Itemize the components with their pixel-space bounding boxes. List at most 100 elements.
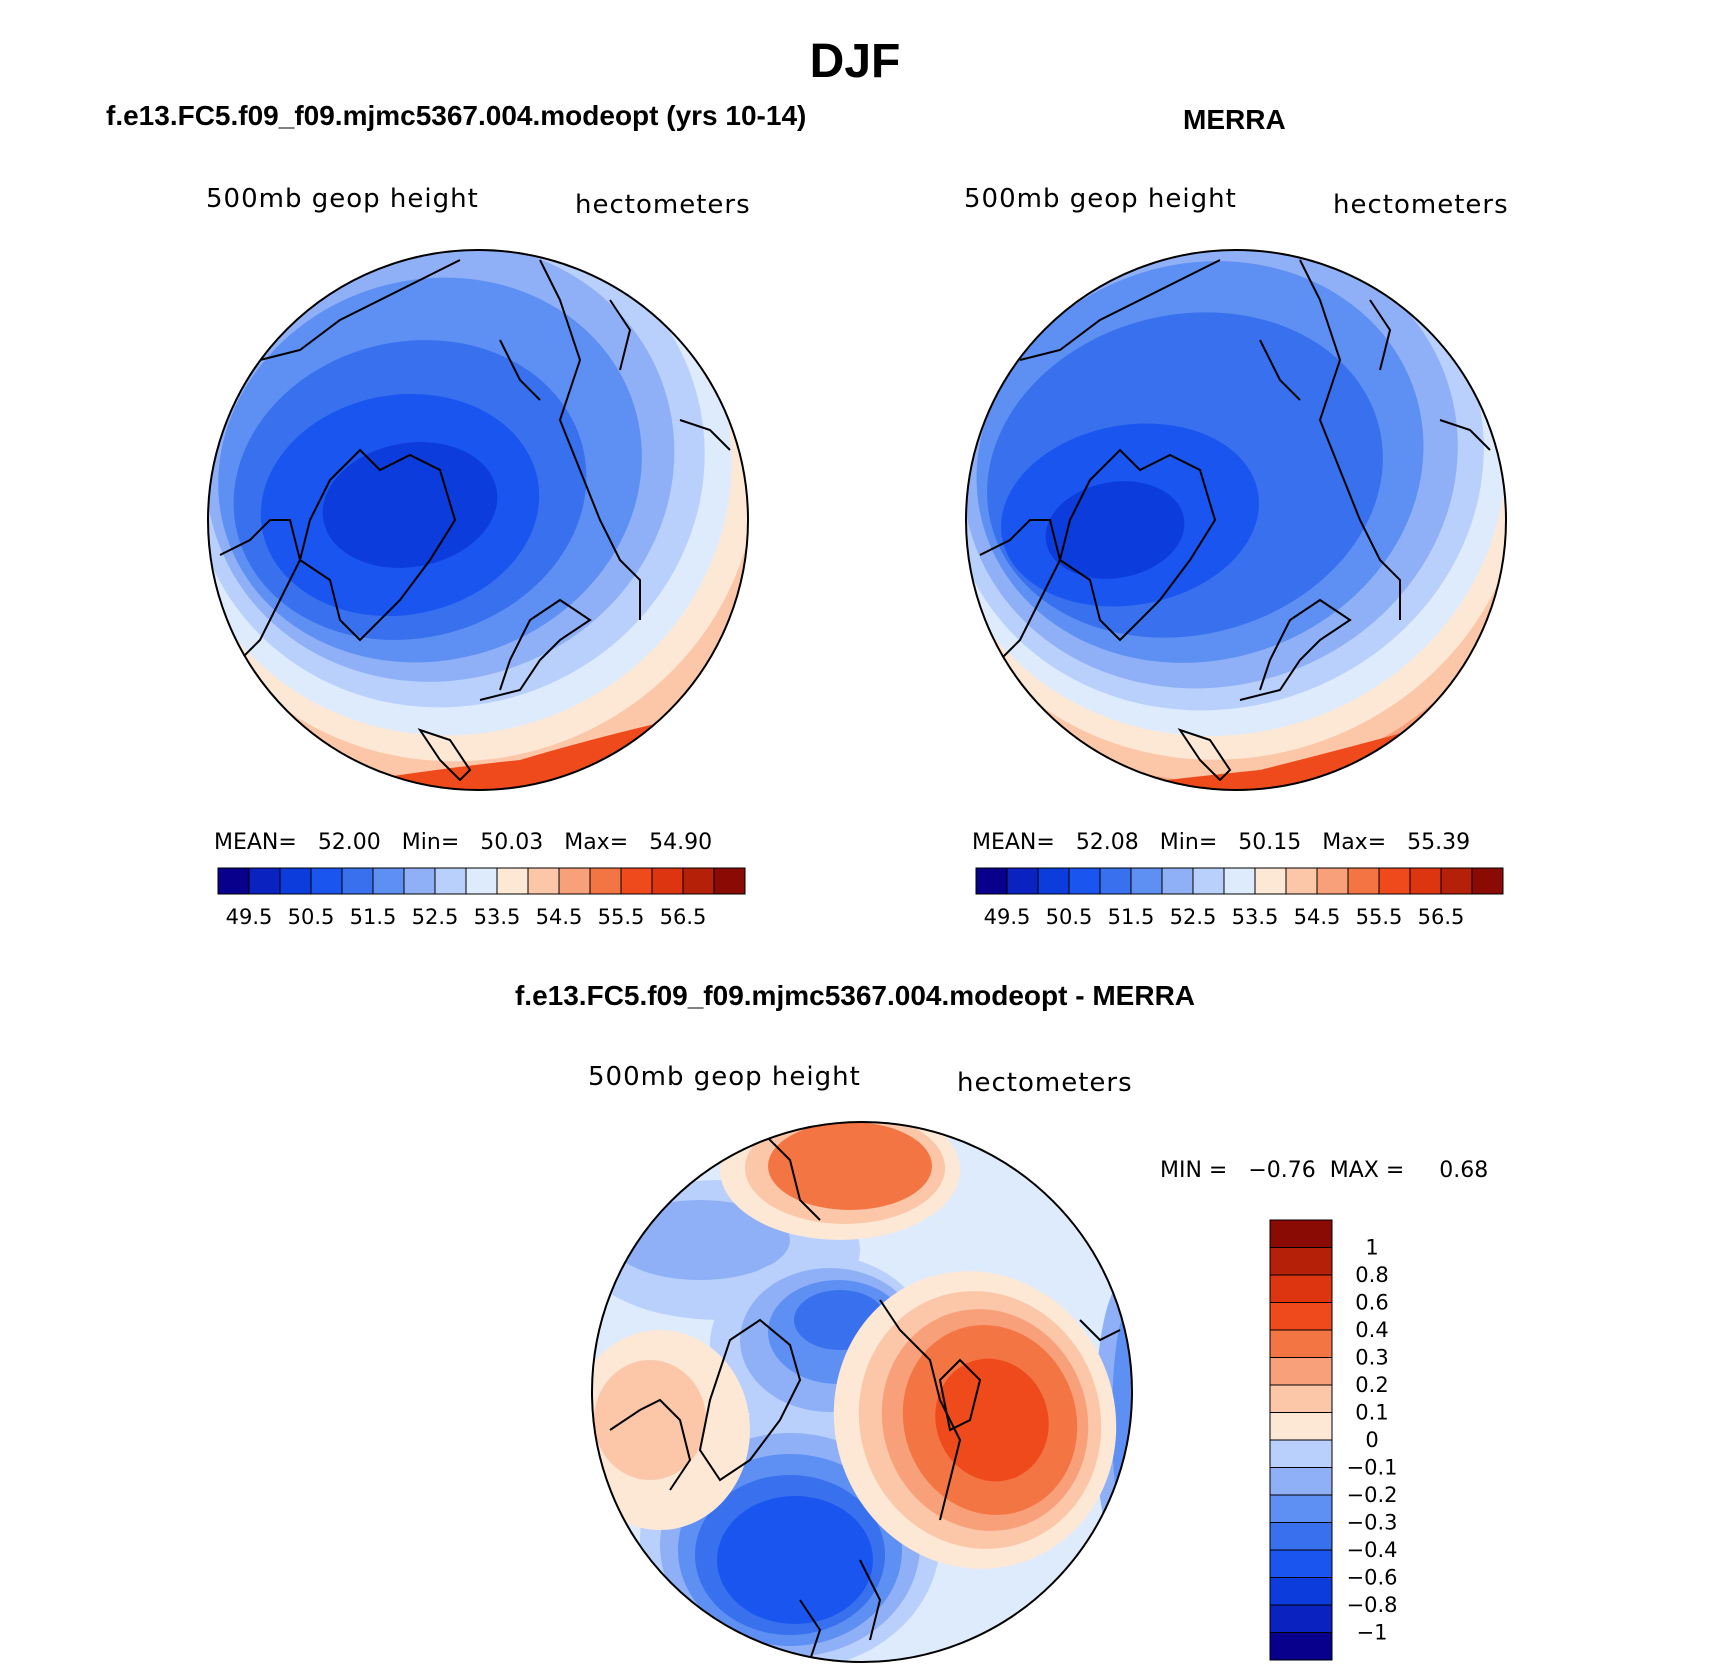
panel-2-stats: MEAN= 52.08 Min= 50.15 Max= 55.39: [972, 830, 1470, 855]
colorbar-swatch: [248, 867, 281, 895]
colorbar-tick-label: 55.5: [598, 905, 645, 929]
diff-colorbar-swatch: [1269, 1219, 1333, 1248]
colorbar-swatch: [1037, 867, 1070, 895]
colorbar-tick-label: 53.5: [474, 905, 521, 929]
colorbar-swatch: [217, 867, 250, 895]
panel-2-min-label: Min=: [1159, 830, 1218, 855]
diff-field-label: 500mb geop height: [588, 1062, 861, 1092]
colorbar-tick-label: 55.5: [1356, 905, 1403, 929]
panel-1-colorbar: 49.5 50.5 51.5 52.5 53.5 54.5 55.5 56.5: [217, 867, 746, 929]
diff-colorbar-tick-label: −0.8: [1347, 1593, 1398, 1617]
panel-1-units-label: hectometers: [575, 190, 751, 220]
diff-minmax: MIN = −0.76 MAX = 0.68: [1160, 1158, 1489, 1183]
diff-colorbar-swatch: [1269, 1467, 1333, 1496]
colorbar-swatch: [1099, 867, 1132, 895]
colorbar-swatch: [1440, 867, 1473, 895]
colorbar-swatch: [620, 867, 653, 895]
colorbar-tick-label: 49.5: [984, 905, 1031, 929]
panel-1-max-label: Max=: [564, 830, 629, 855]
diff-colorbar-swatch: [1269, 1357, 1333, 1386]
colorbar-swatch: [465, 867, 498, 895]
panel-1-min-value: 50.03: [480, 830, 544, 855]
colorbar-swatch: [403, 867, 436, 895]
diff-colorbar-tick-label: −0.1: [1347, 1456, 1398, 1480]
colorbar-swatch: [279, 867, 312, 895]
diff-colorbar-swatch: [1269, 1549, 1333, 1578]
diff-colorbar-tick-label: −0.2: [1347, 1483, 1398, 1507]
colorbar-swatch: [496, 867, 529, 895]
diff-colorbar: 1 0.8 0.6 0.4 0.3 0.2 0.1 0 −0.1 −0.2 −0.3 −0.4 −0.6…: [1269, 1219, 1398, 1661]
diff-colorbar-swatch: [1269, 1247, 1333, 1276]
diff-colorbar-swatch: [1269, 1329, 1333, 1358]
colorbar-swatch: [527, 867, 560, 895]
diff-colorbar-swatch: [1269, 1604, 1333, 1633]
colorbar-swatch: [682, 867, 715, 895]
colorbar-swatch: [372, 867, 405, 895]
diff-colorbar-tick-label: −0.4: [1347, 1538, 1398, 1562]
colorbar-swatch: [651, 867, 684, 895]
diff-colorbar-tick-label: 0.3: [1355, 1346, 1388, 1370]
diff-colorbar-swatch: [1269, 1302, 1333, 1331]
diff-colorbar-tick-label: −0.3: [1347, 1511, 1398, 1535]
colorbar-tick-label: 56.5: [660, 905, 707, 929]
colorbar-swatch: [1409, 867, 1442, 895]
colorbar-tick-label: 49.5: [226, 905, 273, 929]
diff-colorbar-tick-label: −1: [1357, 1621, 1388, 1645]
diff-colorbar-tick-label: 0.8: [1355, 1263, 1388, 1287]
panel-2-mean-label: MEAN=: [972, 830, 1055, 855]
panel-2-max-label: Max=: [1322, 830, 1387, 855]
diff-colorbar-swatch: [1269, 1522, 1333, 1551]
colorbar-tick-label: 50.5: [1046, 905, 1093, 929]
panel-1-mean-value: 52.00: [317, 830, 381, 855]
colorbar-swatch: [1347, 867, 1380, 895]
colorbar-tick-label: 50.5: [288, 905, 335, 929]
colorbar-swatch: [1223, 867, 1256, 895]
panel-1-field-label: 500mb geop height: [206, 184, 479, 214]
colorbar-swatch: [975, 867, 1008, 895]
colorbar-swatch: [1161, 867, 1194, 895]
colorbar-swatch: [1068, 867, 1101, 895]
diff-colorbar-tick-label: 0: [1365, 1428, 1378, 1452]
diff-colorbar-tick-label: 0.1: [1355, 1401, 1388, 1425]
colorbar-swatch: [310, 867, 343, 895]
colorbar-swatch: [713, 867, 746, 895]
diff-colorbar-swatch: [1269, 1412, 1333, 1441]
colorbar-tick-label: 52.5: [412, 905, 459, 929]
panel-2-field-label: 500mb geop height: [964, 184, 1237, 214]
colorbar-tick-label: 53.5: [1232, 905, 1279, 929]
colorbar-tick-label: 54.5: [536, 905, 583, 929]
colorbar-swatch: [1006, 867, 1039, 895]
diff-colorbar-swatch: [1269, 1274, 1333, 1303]
panel-2-max-value: 55.39: [1407, 830, 1471, 855]
colorbar-swatch: [1254, 867, 1287, 895]
colorbar-tick-label: 52.5: [1170, 905, 1217, 929]
panel-1-max-value: 54.90: [649, 830, 713, 855]
panel-2-title: MERRA: [1183, 104, 1286, 135]
diff-colorbar-tick-label: 0.6: [1355, 1291, 1388, 1315]
diff-colorbar-tick-label: 0.2: [1355, 1373, 1388, 1397]
panel-1-mean-label: MEAN=: [214, 830, 297, 855]
diff-colorbar-swatch: [1269, 1439, 1333, 1468]
diff-colorbar-swatch: [1269, 1632, 1333, 1661]
colorbar-swatch: [1378, 867, 1411, 895]
diff-panel-title: f.e13.FC5.f09_f09.mjmc5367.004.modeopt -…: [514, 980, 1196, 1011]
colorbar-swatch: [1130, 867, 1163, 895]
diff-colorbar-swatch: [1269, 1577, 1333, 1606]
colorbar-swatch: [1471, 867, 1504, 895]
colorbar-swatch: [1316, 867, 1349, 895]
panel-2-mean-value: 52.08: [1075, 830, 1139, 855]
colorbar-swatch: [341, 867, 374, 895]
colorbar-swatch: [1285, 867, 1318, 895]
diff-units-label: hectometers: [957, 1068, 1133, 1098]
panel-2-min-value: 50.15: [1238, 830, 1302, 855]
panel-2-colorbar: 49.5 50.5 51.5 52.5 53.5 54.5 55.5 56.5: [975, 867, 1504, 929]
diff-colorbar-tick-label: 1: [1365, 1236, 1378, 1260]
panel-1-stats: MEAN= 52.00 Min= 50.03 Max= 54.90: [214, 830, 712, 855]
diff-colorbar-swatch: [1269, 1494, 1333, 1523]
colorbar-tick-label: 56.5: [1418, 905, 1465, 929]
colorbar-tick-label: 51.5: [350, 905, 397, 929]
colorbar-swatch: [589, 867, 622, 895]
diff-colorbar-tick-label: −0.6: [1347, 1566, 1398, 1590]
colorbar-tick-label: 54.5: [1294, 905, 1341, 929]
panel-1-title: f.e13.FC5.f09_f09.mjmc5367.004.modeopt (…: [106, 100, 807, 131]
